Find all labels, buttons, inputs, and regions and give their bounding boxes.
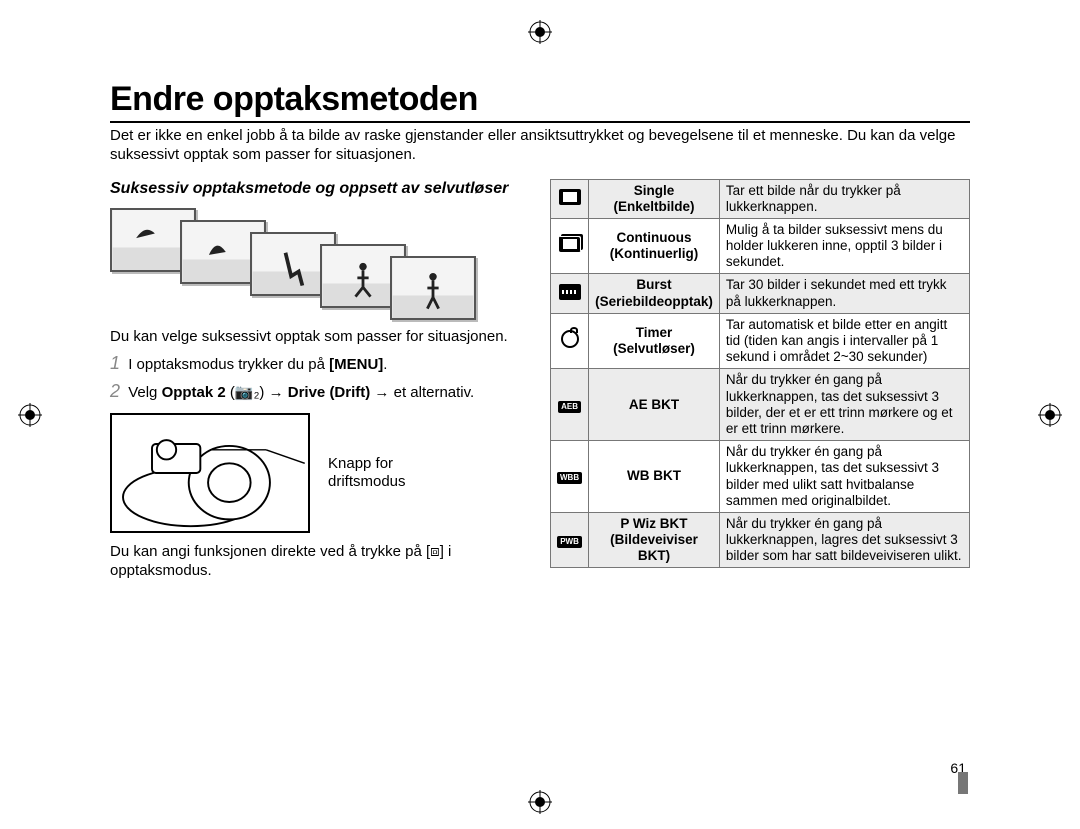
mode-desc: Mulig å ta bilder suksessivt mens du hol… <box>719 218 969 274</box>
mode-label: P Wiz BKT(Bildeveiviser BKT) <box>589 512 720 568</box>
mode-icon-single <box>551 179 589 218</box>
mode-desc: Når du trykker én gang på lukkerknappen,… <box>719 512 969 568</box>
right-column: Single(Enkeltbilde) Tar ett bilde når du… <box>550 179 970 587</box>
mode-icon-pwizbkt: PWB <box>551 512 589 568</box>
mode-label: Single(Enkeltbilde) <box>589 179 720 218</box>
mode-desc: Tar ett bilde når du trykker på lukkerkn… <box>719 179 969 218</box>
mode-desc: Tar 30 bilder i sekundet med ett trykk p… <box>719 274 969 313</box>
mode-icon-burst <box>551 274 589 313</box>
table-row: Timer(Selvutløser) Tar automatisk et bil… <box>551 313 970 369</box>
mode-label: Timer(Selvutløser) <box>589 313 720 369</box>
mode-label: AE BKT <box>589 369 720 441</box>
mode-label: WB BKT <box>589 441 720 513</box>
camera-label-l2: driftsmodus <box>328 473 406 490</box>
table-row: Continuous(Kontinuerlig) Mulig å ta bild… <box>551 218 970 274</box>
mode-label: Continuous(Kontinuerlig) <box>589 218 720 274</box>
registration-mark-bottom <box>528 790 552 814</box>
step-1-number: 1 <box>110 353 120 373</box>
table-row: Burst(Seriebildeopptak) Tar 30 bilder i … <box>551 274 970 313</box>
registration-mark-left <box>18 403 42 427</box>
modes-table: Single(Enkeltbilde) Tar ett bilde når du… <box>550 179 970 569</box>
step-2-number: 2 <box>110 381 120 401</box>
step-2: 2 Velg Opptak 2 (📷₂) → Drive (Drift) → e… <box>122 380 528 403</box>
step-1: 1 I opptaksmodus trykker du på [MENU]. <box>122 352 528 375</box>
step-2-pre: Velg <box>128 384 161 401</box>
section-subhead: Suksessiv opptaksmetode og oppsett av se… <box>110 179 528 198</box>
intro-text: Det er ikke en enkel jobb å ta bilde av … <box>110 127 970 165</box>
left-column: Suksessiv opptaksmetode og oppsett av se… <box>110 179 528 587</box>
step-2-bold2: Drive (Drift) <box>288 384 371 401</box>
mode-desc: Når du trykker én gang på lukkerknappen,… <box>719 441 969 513</box>
camera-label: Knapp for driftsmodus <box>328 455 406 491</box>
step-1-text-post: . <box>383 356 387 373</box>
step-2-bold1: Opptak 2 <box>162 384 226 401</box>
camera-illustration-block: Knapp for driftsmodus <box>110 413 528 533</box>
camera-label-l1: Knapp for <box>328 455 393 472</box>
title-rule <box>110 121 970 123</box>
table-row: Single(Enkeltbilde) Tar ett bilde når du… <box>551 179 970 218</box>
mode-desc: Tar automatisk et bilde etter en angitt … <box>719 313 969 369</box>
manual-page: Endre opptaksmetoden Det er ikke en enke… <box>70 60 1010 780</box>
page-title: Endre opptaksmetoden <box>110 80 970 119</box>
table-row: AEB AE BKT Når du trykker én gang på luk… <box>551 369 970 441</box>
mode-desc: Når du trykker én gang på lukkerknappen,… <box>719 369 969 441</box>
step-2-post: → et alternativ. <box>370 384 474 401</box>
mode-label: Burst(Seriebildeopptak) <box>589 274 720 313</box>
frame-sequence-illustration <box>110 208 528 318</box>
table-row: PWB P Wiz BKT(Bildeveiviser BKT) Når du … <box>551 512 970 568</box>
registration-mark-right <box>1038 403 1062 427</box>
page-index-tab <box>958 772 968 794</box>
left-paragraph-1: Du kan velge suksessivt opptak som passe… <box>110 328 528 347</box>
left-paragraph-2: Du kan angi funksjonen direkte ved å try… <box>110 543 528 581</box>
registration-mark-top <box>528 20 552 44</box>
mode-icon-timer <box>551 313 589 369</box>
table-row: WBB WB BKT Når du trykker én gang på luk… <box>551 441 970 513</box>
step-1-text-pre: I opptaksmodus trykker du på <box>128 356 329 373</box>
step-2-mid: (📷₂) → <box>226 384 288 401</box>
camera-illustration <box>110 413 310 533</box>
mode-icon-wbbkt: WBB <box>551 441 589 513</box>
step-1-menu: [MENU] <box>329 356 383 373</box>
mode-icon-continuous <box>551 218 589 274</box>
mode-icon-aebkt: AEB <box>551 369 589 441</box>
